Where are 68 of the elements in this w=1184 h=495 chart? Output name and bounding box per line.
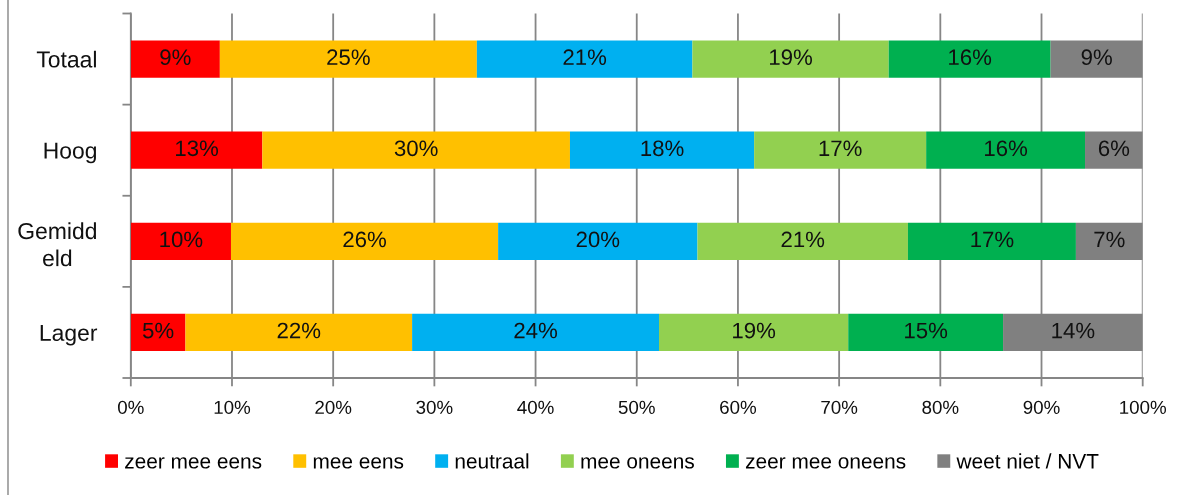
bar (692, 40, 889, 78)
x-tick-label: 50% (618, 400, 655, 414)
y-tick-label: Gemiddeld (18, 222, 96, 267)
bar (848, 313, 1004, 352)
x-tick-label: 60% (720, 400, 757, 414)
data-label: 25% (327, 49, 370, 66)
bar (262, 131, 570, 169)
data-label: 9% (160, 49, 191, 66)
x-tick-label: 70% (821, 400, 858, 414)
bar (888, 40, 1051, 78)
y-tick-label: Lager (40, 324, 98, 346)
bar (754, 131, 927, 169)
bar (476, 40, 693, 78)
data-label: 14% (1052, 322, 1095, 339)
legend-label: zeer mee eens (125, 457, 262, 469)
bar (1050, 40, 1143, 78)
legend-label: weet niet / NVT (956, 453, 1099, 469)
data-label: 20% (576, 231, 620, 248)
y-tick-label: Totaal (36, 50, 96, 68)
bar (130, 40, 220, 78)
data-label: 16% (949, 49, 992, 66)
bar (1075, 222, 1143, 260)
data-label: 18% (641, 140, 684, 157)
data-label: 13% (176, 140, 219, 157)
x-tick-label: 10% (214, 400, 251, 414)
bar (907, 222, 1076, 260)
data-label: 21% (563, 49, 607, 65)
bar (219, 40, 477, 78)
bar (697, 222, 908, 260)
data-label: 19% (770, 49, 813, 66)
data-label: 6% (1098, 140, 1130, 157)
legend-label: zeer mee oneens (745, 457, 906, 469)
data-label: 24% (514, 322, 558, 339)
data-label: 15% (905, 322, 948, 339)
bar (412, 313, 660, 352)
x-tick-label: 100% (1120, 400, 1167, 414)
bar (230, 222, 499, 260)
bar (1085, 131, 1143, 169)
data-label: 26% (343, 231, 386, 248)
x-tick-label: 0% (117, 400, 144, 414)
data-label: 17% (971, 231, 1014, 248)
legend-label: mee oneens (581, 457, 694, 469)
data-label: 30% (394, 140, 438, 157)
legend-label: mee eens (313, 457, 404, 469)
x-tick-label: 20% (315, 400, 352, 414)
data-label: 9% (1081, 49, 1112, 66)
bar (926, 131, 1086, 169)
data-label: 5% (142, 322, 174, 339)
bar (659, 313, 849, 352)
bar (185, 313, 413, 352)
bar (569, 131, 755, 169)
data-label: 22% (277, 322, 321, 339)
data-label: 19% (733, 322, 776, 339)
x-tick-label: 80% (922, 400, 959, 414)
x-tick-label: 90% (1023, 400, 1060, 414)
data-label: 7% (1094, 231, 1125, 248)
legend-label: neutraal (455, 453, 529, 469)
bar (498, 222, 698, 260)
data-label: 10% (160, 231, 203, 248)
data-label: 16% (985, 140, 1028, 157)
x-tick-label: 30% (416, 400, 453, 414)
bar (130, 313, 186, 352)
y-tick-label: Hoog (44, 142, 96, 164)
bar (130, 131, 263, 169)
bar (130, 222, 231, 260)
x-tick-label: 40% (517, 400, 554, 414)
data-label: 17% (819, 140, 862, 157)
data-label: 21% (781, 231, 825, 248)
